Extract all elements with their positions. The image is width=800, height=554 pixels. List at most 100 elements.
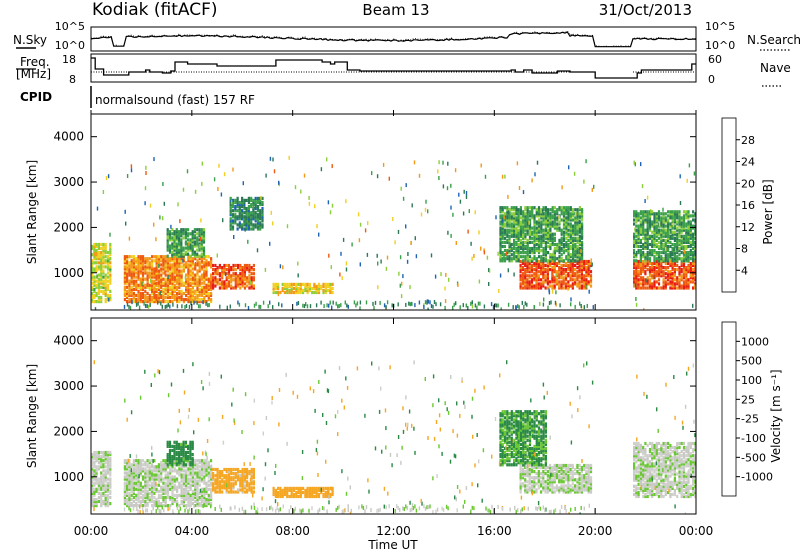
power-echo-cell <box>100 267 103 271</box>
power-echo-cell <box>533 226 536 230</box>
power-echo-cell <box>243 200 246 205</box>
power-echo-cell <box>657 212 661 216</box>
power-echo-cell <box>576 253 579 257</box>
power-echo-cell <box>546 274 549 278</box>
power-echo-cell <box>97 255 100 259</box>
power-echo-cell <box>540 270 543 274</box>
power-echo-cell <box>100 257 103 261</box>
power-echo-cell <box>132 261 135 265</box>
power-echo-cell <box>182 248 185 252</box>
velocity-echo-cell <box>182 477 185 481</box>
power-echo-cell <box>633 274 636 278</box>
power-echo-cell <box>535 220 538 224</box>
power-echo-cell <box>137 277 140 281</box>
power-echo-cell <box>533 268 536 272</box>
power-echo-cell <box>229 200 232 205</box>
velocity-echo-cell <box>104 483 107 487</box>
power-echo-cell <box>175 244 178 248</box>
velocity-echo-cell <box>200 459 204 463</box>
power-echo-cell <box>283 290 286 295</box>
power-echo-cell <box>189 295 192 300</box>
power-echo-cell <box>553 214 556 218</box>
power-echo-cell <box>535 232 538 236</box>
power-echo-cell <box>673 263 676 268</box>
power-echo-cell <box>537 286 540 290</box>
power-echo-cell <box>106 265 110 269</box>
velocity-echo-cell <box>106 465 110 469</box>
power-echo-cell <box>551 234 554 238</box>
velocity-echo-cell <box>173 475 176 479</box>
velocity-echo-cell <box>95 471 98 475</box>
power-echo-cell <box>139 283 142 287</box>
velocity-echo-cell <box>189 448 192 453</box>
power-echo-cell <box>542 270 545 274</box>
power-echo-cell <box>692 259 695 263</box>
power-echo-cell <box>540 242 543 247</box>
power-echo-cell <box>535 259 538 263</box>
power-echo-cell <box>585 266 588 270</box>
power-echo-cell <box>657 259 661 263</box>
power-echo-cell <box>580 280 583 284</box>
power-echo-cell <box>567 214 570 218</box>
power-echo-cell <box>694 255 696 259</box>
power-echo-cell <box>692 255 695 259</box>
velocity-echo-cell <box>171 479 174 483</box>
power-echo-cell <box>184 234 187 238</box>
power-echo-cell <box>198 287 201 291</box>
power-echo-cell <box>194 273 197 277</box>
velocity-echo-cell <box>168 448 172 453</box>
power-echo-cell <box>540 259 543 263</box>
power-echo-cell <box>651 249 654 253</box>
power-echo-cell <box>169 263 172 267</box>
power-echo-cell <box>576 270 579 274</box>
power-echo-cell <box>214 280 217 284</box>
power-echo-speck <box>272 221 274 226</box>
power-echo-cell <box>519 255 522 259</box>
power-echo-cell <box>540 238 543 242</box>
power-echo-cell <box>288 288 291 293</box>
velocity-echo-cell <box>139 502 142 506</box>
power-echo-cell <box>162 257 165 261</box>
velocity-echo-cell <box>128 475 131 479</box>
power-echo-cell <box>207 255 210 259</box>
power-echo-cell <box>130 298 133 302</box>
velocity-echo-cell <box>175 450 178 455</box>
velocity-echo-cell <box>198 475 201 479</box>
power-echo-cell <box>231 221 235 225</box>
power-echo-cell <box>139 267 142 271</box>
power-echo-cell <box>180 279 183 283</box>
power-echo-cell <box>558 251 561 255</box>
power-echo-cell <box>574 255 577 259</box>
velocity-echo-cell <box>216 467 219 472</box>
power-echo-cell <box>660 246 663 251</box>
power-echo-cell <box>227 274 231 278</box>
power-echo-cell <box>633 280 636 284</box>
power-echo-cell <box>524 268 527 272</box>
power-echo-cell <box>93 257 96 261</box>
power-echo-cell <box>524 216 527 220</box>
power-echo-cell <box>207 283 210 287</box>
velocity-echo-cell <box>155 499 158 504</box>
power-echo-cell <box>655 251 658 255</box>
velocity-echo-cell <box>196 487 199 491</box>
power-echo-cell <box>128 255 131 259</box>
power-echo-cell <box>692 261 695 266</box>
power-echo-cell <box>662 216 665 220</box>
power-echo-cell <box>581 208 584 212</box>
power-echo-cell <box>680 224 683 228</box>
power-echo-speck <box>693 283 696 288</box>
velocity-echo-cell <box>218 490 221 494</box>
power-echo-cell <box>531 208 534 212</box>
velocity-echo-cell <box>95 487 98 491</box>
power-echo-cell <box>241 215 244 219</box>
power-echo-cell <box>533 220 536 224</box>
power-echo-cell <box>166 254 169 258</box>
power-echo-speck <box>197 304 200 309</box>
velocity-echo-cell <box>137 487 140 491</box>
power-echo-cell <box>515 216 518 220</box>
power-echo-cell <box>553 259 556 263</box>
power-echo-cell <box>187 289 190 293</box>
power-echo-cell <box>660 238 663 242</box>
power-echo-speck <box>411 301 413 306</box>
power-echo-cell <box>669 244 672 249</box>
